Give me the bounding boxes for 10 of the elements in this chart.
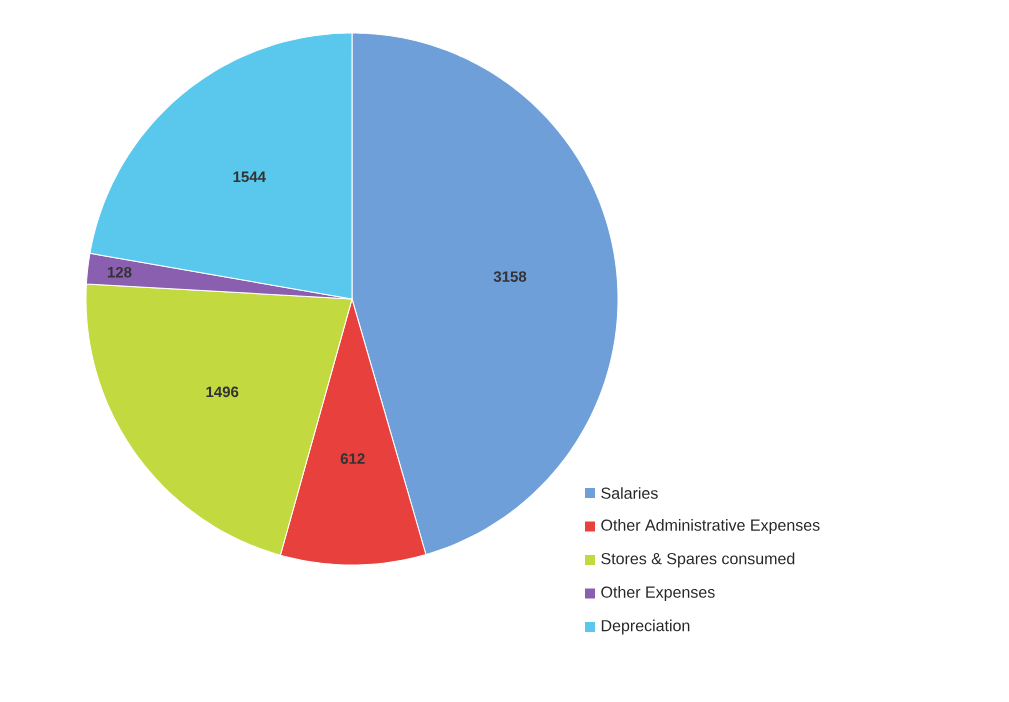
legend-label: Stores & Spares consumed — [601, 552, 795, 568]
legend-label: Other Administrative Expenses — [601, 519, 820, 534]
data-label: 1544 — [233, 171, 266, 183]
data-label: 1496 — [206, 386, 239, 398]
legend-label: Other Expenses — [601, 586, 715, 601]
data-label: 128 — [107, 266, 132, 278]
legend-label: Depreciation — [601, 619, 690, 635]
legend-label: Salaries — [601, 487, 658, 499]
data-label: 612 — [340, 453, 365, 464]
data-label: 3158 — [493, 271, 527, 282]
